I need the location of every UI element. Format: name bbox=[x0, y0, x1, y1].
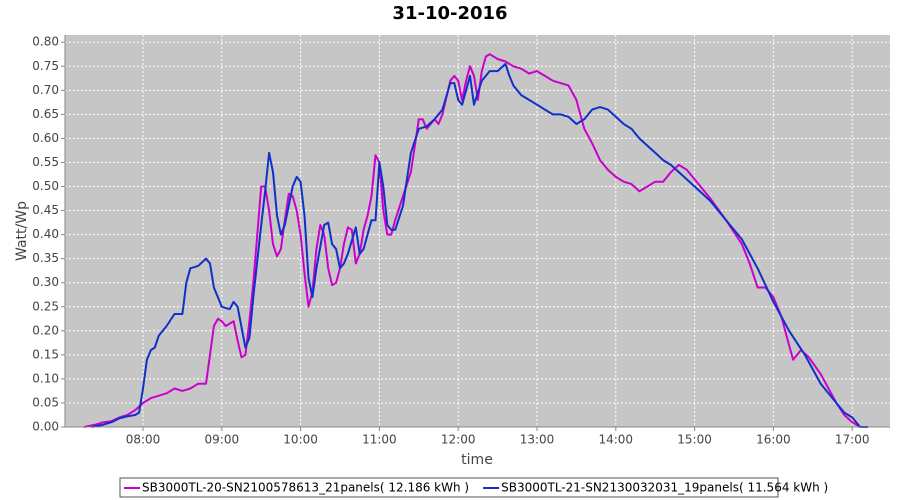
y-tick-label: 0.50 bbox=[32, 179, 59, 193]
y-tick-label: 0.40 bbox=[32, 227, 59, 241]
y-tick-label: 0.20 bbox=[32, 323, 59, 337]
x-tick-label: 08:00 bbox=[126, 433, 161, 447]
x-tick-label: 16:00 bbox=[756, 433, 791, 447]
y-tick-label: 0.05 bbox=[32, 395, 59, 409]
y-tick-label: 0.30 bbox=[32, 275, 59, 289]
y-tick-label: 0.25 bbox=[32, 299, 59, 313]
y-tick-label: 0.15 bbox=[32, 347, 59, 361]
y-tick-label: 0.80 bbox=[32, 35, 59, 49]
y-axis-label: Watt/Wp bbox=[14, 201, 30, 261]
x-tick-label: 13:00 bbox=[520, 433, 555, 447]
y-tick-label: 0.10 bbox=[32, 371, 59, 385]
x-tick-label: 10:00 bbox=[283, 433, 318, 447]
y-tick-label: 0.65 bbox=[32, 107, 59, 121]
y-tick-label: 0.45 bbox=[32, 203, 59, 217]
lines bbox=[83, 53, 868, 428]
series-line bbox=[91, 62, 868, 428]
series-line bbox=[83, 53, 861, 428]
x-tick-label: 15:00 bbox=[677, 433, 712, 447]
x-tick-label: 14:00 bbox=[598, 433, 633, 447]
y-tick-label: 0.75 bbox=[32, 59, 59, 73]
x-tick-label: 09:00 bbox=[205, 433, 240, 447]
x-tick-label: 12:00 bbox=[441, 433, 476, 447]
legend-label: SB3000TL-21-SN2130032031_19panels( 11.56… bbox=[501, 481, 828, 495]
chart-title: 31-10-2016 bbox=[392, 3, 507, 24]
grid bbox=[65, 35, 890, 428]
y-tick-label: 0.00 bbox=[32, 420, 59, 434]
legend-box bbox=[119, 477, 779, 498]
x-axis-label: time bbox=[461, 452, 493, 468]
y-tick-label: 0.60 bbox=[32, 131, 59, 145]
y-tick-label: 0.35 bbox=[32, 251, 59, 265]
x-tick-label: 17:00 bbox=[835, 433, 870, 447]
legend-label: SB3000TL-20-SN2100578613_21panels( 12.18… bbox=[142, 481, 469, 495]
x-tick-label: 11:00 bbox=[362, 433, 397, 447]
y-tick-label: 0.55 bbox=[32, 155, 59, 169]
y-tick-label: 0.70 bbox=[32, 83, 59, 97]
